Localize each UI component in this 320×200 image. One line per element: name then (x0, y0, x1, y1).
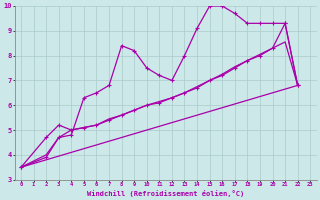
X-axis label: Windchill (Refroidissement éolien,°C): Windchill (Refroidissement éolien,°C) (87, 190, 244, 197)
